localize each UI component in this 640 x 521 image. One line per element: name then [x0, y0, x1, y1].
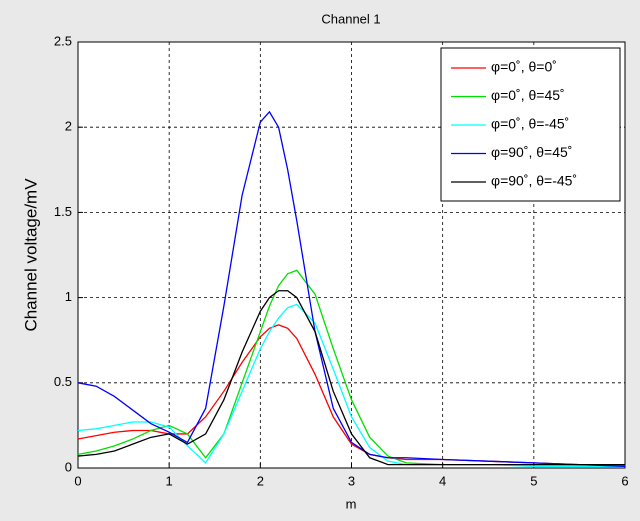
- x-axis-label: m: [346, 496, 357, 511]
- legend-label: φ=0˚, θ=45˚: [491, 87, 565, 103]
- chart-title: Channel 1: [321, 11, 380, 26]
- y-tick-label: 2.5: [54, 33, 72, 48]
- y-tick-label: 1.5: [54, 204, 72, 219]
- x-tick-label: 0: [74, 473, 81, 488]
- x-tick-label: 1: [166, 473, 173, 488]
- x-tick-label: 4: [439, 473, 446, 488]
- line-series: [77, 110, 626, 467]
- x-tick-label: 2: [257, 473, 264, 488]
- legend-label: φ=0˚, θ=-45˚: [491, 116, 569, 132]
- x-tick-label: 5: [530, 473, 537, 488]
- y-tick-label: 0: [65, 459, 72, 474]
- y-axis-label: Channel voltage/mV: [21, 178, 40, 332]
- line-series: [77, 290, 625, 466]
- y-tick-label: 1: [65, 289, 72, 304]
- legend-label: φ=90˚, θ=45˚: [491, 144, 572, 160]
- y-tick-label: 0.5: [54, 374, 72, 389]
- legend-label: φ=90˚, θ=-45˚: [491, 173, 577, 189]
- x-tick-label: 6: [621, 473, 628, 488]
- legend-label: φ=0˚, θ=0˚: [491, 59, 557, 75]
- y-tick-label: 2: [65, 119, 72, 134]
- x-tick-label: 3: [348, 473, 355, 488]
